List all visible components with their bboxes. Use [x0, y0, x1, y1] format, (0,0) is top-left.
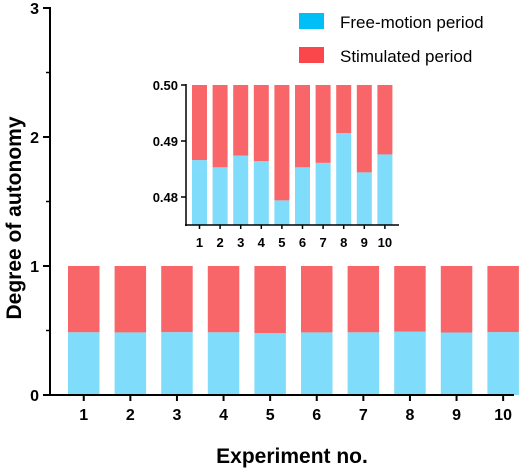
x-tick-label-4: 4: [219, 407, 228, 424]
legend-label-stimulated: Stimulated period: [340, 47, 472, 66]
x-axis-title: Experiment no.: [216, 445, 368, 468]
x-tick-label-10: 10: [494, 407, 512, 424]
inset-x-tick-label-6: 6: [299, 235, 306, 250]
main-bars: [68, 266, 519, 395]
x-tick-label-5: 5: [266, 407, 275, 424]
bar-free-motion-4: [207, 332, 240, 395]
inset-x-tick-label-5: 5: [278, 235, 285, 250]
inset-bar-stimulated-6: [295, 85, 310, 168]
inset-bar-free-motion-7: [315, 162, 331, 225]
bar-stimulated-7: [347, 266, 380, 333]
inset-bar-free-motion-8: [336, 133, 352, 225]
x-tick-label-9: 9: [452, 407, 461, 424]
inset-x-tick-label-2: 2: [216, 235, 223, 250]
inset-bar-free-motion-5: [274, 200, 290, 225]
bar-free-motion-9: [440, 332, 473, 395]
legend-label-free-motion: Free-motion period: [340, 13, 484, 32]
legend: Free-motion period Stimulated period: [299, 13, 484, 66]
bar-stimulated-9: [440, 266, 473, 333]
bar-stimulated-8: [394, 266, 426, 332]
x-tick-label-3: 3: [172, 407, 181, 424]
bar-free-motion-7: [347, 332, 380, 395]
bar-stimulated-6: [301, 266, 333, 333]
bar-free-motion-8: [394, 331, 426, 395]
bar-free-motion-6: [301, 332, 333, 395]
bar-stimulated-1: [68, 266, 100, 333]
inset-y-tick-label-0.49: 0.49: [153, 134, 178, 149]
inset-y-tick-label-0.48: 0.48: [153, 190, 178, 205]
inset-x-tick-label-8: 8: [340, 235, 347, 250]
bar-free-motion-10: [487, 332, 519, 395]
y-tick-label-0: 0: [30, 388, 39, 405]
inset-bar-stimulated-3: [233, 85, 249, 156]
inset-bar-stimulated-1: [192, 85, 207, 161]
inset-bar-stimulated-2: [212, 85, 228, 168]
inset-bar-stimulated-4: [253, 85, 269, 162]
bar-free-motion-5: [254, 333, 286, 395]
bar-stimulated-10: [487, 266, 519, 333]
x-tick-label-7: 7: [359, 407, 368, 424]
x-tick-label-2: 2: [126, 407, 135, 424]
inset-bar-free-motion-9: [356, 172, 372, 225]
inset-x-tick-label-9: 9: [361, 235, 368, 250]
legend-swatch-stimulated: [299, 47, 324, 63]
x-tick-label-1: 1: [79, 407, 88, 424]
y-axis-title: Degree of autonomy: [3, 116, 26, 319]
inset-bar-stimulated-10: [377, 85, 393, 155]
inset-y-tick-label-0.50: 0.50: [153, 78, 178, 93]
inset-x-tick-label-1: 1: [196, 235, 203, 250]
inset-x-tick-label-7: 7: [319, 235, 326, 250]
inset-bar-free-motion-6: [295, 167, 310, 225]
bar-stimulated-3: [161, 266, 193, 333]
inset-bar-stimulated-9: [356, 85, 372, 173]
bar-free-motion-1: [68, 332, 100, 395]
x-tick-label-8: 8: [405, 407, 414, 424]
inset-x-tick-label-3: 3: [237, 235, 244, 250]
x-tick-label-6: 6: [312, 407, 321, 424]
inset-bar-free-motion-3: [233, 155, 249, 225]
y-tick-label-3: 3: [30, 1, 39, 18]
inset-bar-free-motion-2: [212, 167, 228, 225]
y-tick-label-1: 1: [30, 259, 39, 276]
inset-bar-free-motion-4: [253, 161, 269, 225]
inset-chart: 1 2 3 4 5 6 7 8 9 10 0.48 0.49 0.50: [153, 78, 399, 250]
bar-free-motion-3: [161, 332, 193, 395]
bar-stimulated-4: [207, 266, 240, 333]
inset-bar-stimulated-5: [274, 85, 290, 201]
inset-bar-free-motion-1: [192, 160, 207, 225]
inset-bar-stimulated-8: [336, 85, 352, 134]
inset-bar-stimulated-7: [315, 85, 331, 163]
inset-x-tick-label-4: 4: [258, 235, 266, 250]
y-tick-label-2: 2: [30, 130, 39, 147]
inset-x-tick-label-10: 10: [378, 235, 392, 250]
inset-bar-free-motion-10: [377, 154, 393, 225]
bar-free-motion-2: [114, 332, 147, 395]
bar-stimulated-2: [114, 266, 147, 333]
bar-stimulated-5: [254, 266, 286, 334]
legend-swatch-free-motion: [299, 13, 324, 29]
